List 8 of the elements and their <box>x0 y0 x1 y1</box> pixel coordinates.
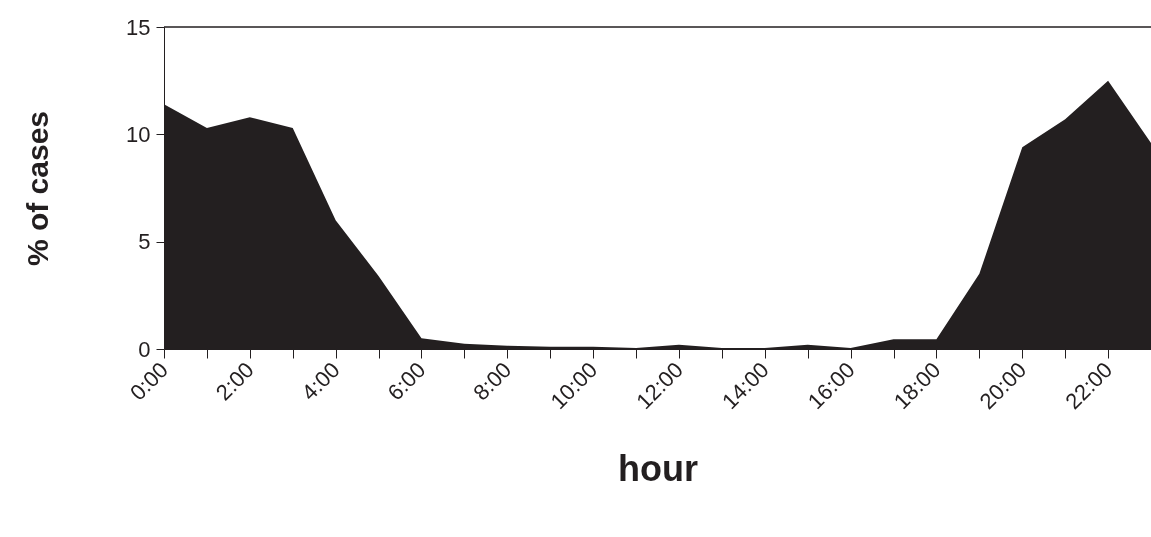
x-tick-label: 8:00 <box>468 357 517 406</box>
x-axis-title: hour <box>618 448 698 490</box>
y-tick-label: 5 <box>138 229 151 255</box>
x-tick-label: 6:00 <box>382 357 431 406</box>
y-tick-label: 10 <box>126 121 151 147</box>
x-tick-label: 4:00 <box>296 357 345 406</box>
y-axis-title: % of cases <box>21 110 55 267</box>
y-tick-label: 15 <box>126 14 151 40</box>
